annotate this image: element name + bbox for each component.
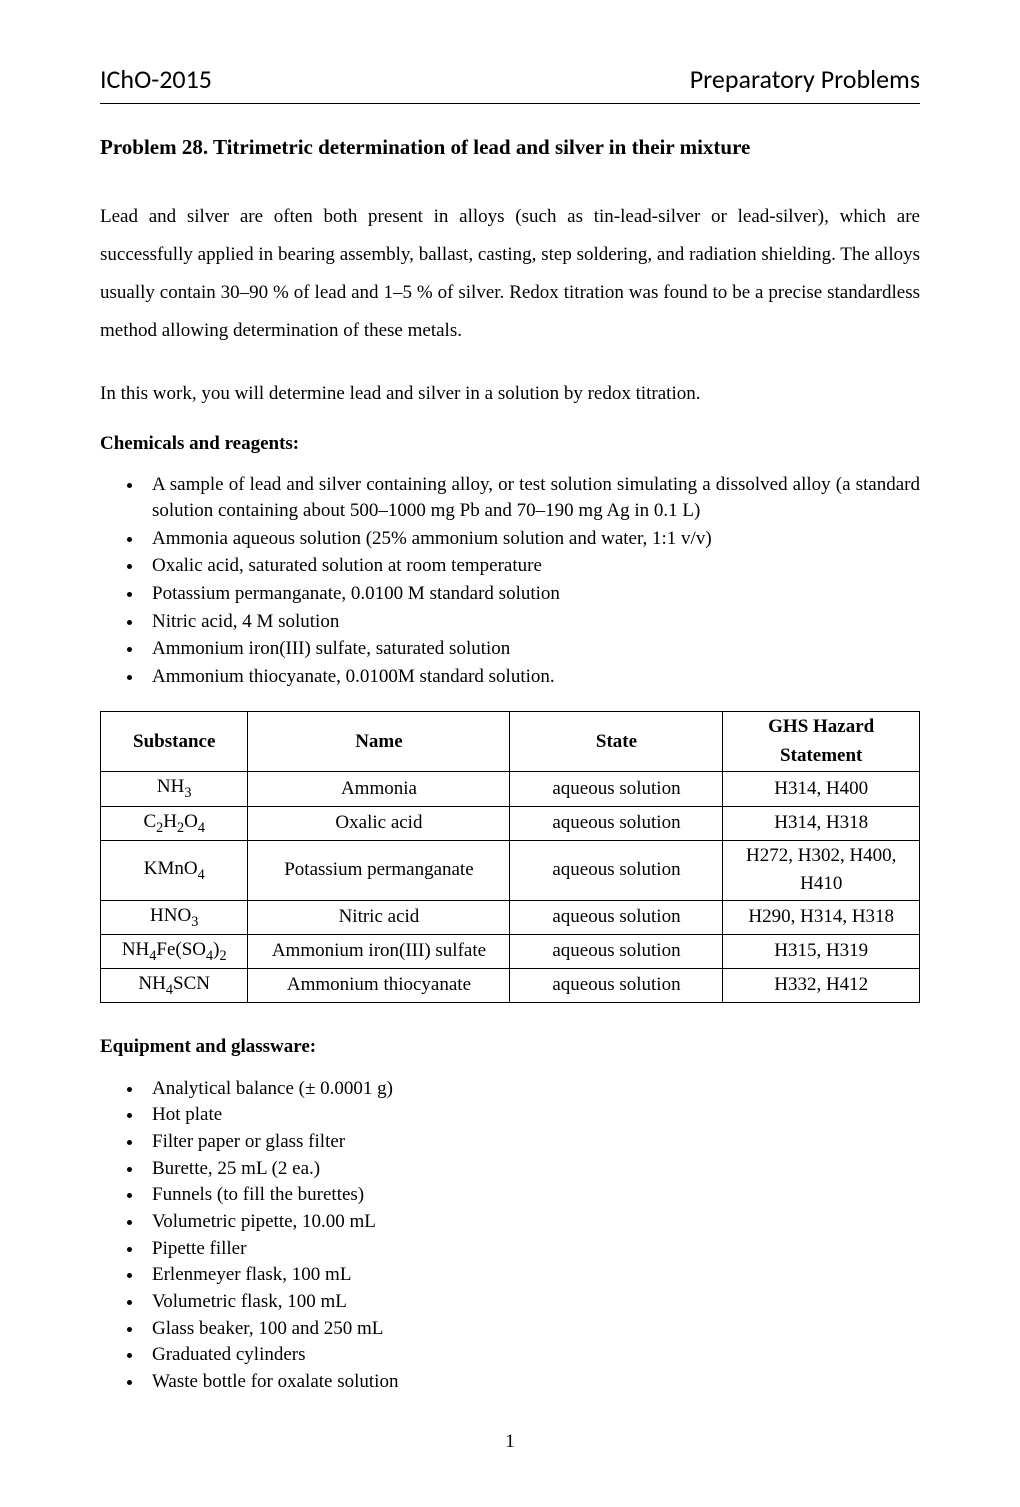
header-right: Preparatory Problems bbox=[690, 60, 920, 99]
list-item: Waste bottle for oxalate solution bbox=[144, 1369, 920, 1395]
table-row: NH3 Ammonia aqueous solution H314, H400 bbox=[101, 772, 920, 806]
list-item: Hot plate bbox=[144, 1102, 920, 1128]
problem-title: Problem 28. Titrimetric determination of… bbox=[100, 132, 920, 164]
list-item: Graduated cylinders bbox=[144, 1342, 920, 1368]
cell-formula: HNO3 bbox=[101, 900, 248, 934]
list-item: Ammonium thiocyanate, 0.0100M standard s… bbox=[144, 664, 920, 690]
hazard-table: Substance Name State GHS Hazard Statemen… bbox=[100, 711, 920, 1003]
header-left: IChO-2015 bbox=[100, 60, 212, 99]
table-header-row: Substance Name State GHS Hazard Statemen… bbox=[101, 712, 920, 772]
list-item: Erlenmeyer flask, 100 mL bbox=[144, 1262, 920, 1288]
header-rule bbox=[100, 103, 920, 104]
cell-state: aqueous solution bbox=[510, 969, 723, 1003]
list-item: Potassium permanganate, 0.0100 M standar… bbox=[144, 581, 920, 607]
col-header-substance: Substance bbox=[101, 712, 248, 772]
cell-name: Oxalic acid bbox=[248, 806, 510, 840]
list-item: Ammonium iron(III) sulfate, saturated so… bbox=[144, 636, 920, 662]
list-item: Nitric acid, 4 M solution bbox=[144, 609, 920, 635]
chemicals-heading: Chemicals and reagents: bbox=[100, 430, 920, 459]
cell-name: Potassium permanganate bbox=[248, 840, 510, 900]
table-row: HNO3 Nitric acid aqueous solution H290, … bbox=[101, 900, 920, 934]
cell-name: Ammonium iron(III) sulfate bbox=[248, 934, 510, 968]
list-item: A sample of lead and silver containing a… bbox=[144, 472, 920, 523]
equipment-list: Analytical balance (± 0.0001 g) Hot plat… bbox=[100, 1076, 920, 1395]
list-item: Funnels (to fill the burettes) bbox=[144, 1182, 920, 1208]
cell-state: aqueous solution bbox=[510, 806, 723, 840]
list-item: Burette, 25 mL (2 ea.) bbox=[144, 1156, 920, 1182]
list-item: Filter paper or glass filter bbox=[144, 1129, 920, 1155]
col-header-hazard: GHS Hazard Statement bbox=[723, 712, 920, 772]
list-item: Pipette filler bbox=[144, 1236, 920, 1262]
cell-state: aqueous solution bbox=[510, 840, 723, 900]
cell-formula: NH3 bbox=[101, 772, 248, 806]
intro-paragraph-1: Lead and silver are often both present i… bbox=[100, 198, 920, 350]
cell-formula: C2H2O4 bbox=[101, 806, 248, 840]
page-header: IChO-2015 Preparatory Problems bbox=[100, 60, 920, 99]
list-item: Analytical balance (± 0.0001 g) bbox=[144, 1076, 920, 1102]
cell-hazard: H314, H400 bbox=[723, 772, 920, 806]
list-item: Oxalic acid, saturated solution at room … bbox=[144, 553, 920, 579]
cell-hazard: H272, H302, H400, H410 bbox=[723, 840, 920, 900]
list-item: Volumetric flask, 100 mL bbox=[144, 1289, 920, 1315]
list-item: Ammonia aqueous solution (25% ammonium s… bbox=[144, 526, 920, 552]
table-row: NH4SCN Ammonium thiocyanate aqueous solu… bbox=[101, 969, 920, 1003]
equipment-heading: Equipment and glassware: bbox=[100, 1033, 920, 1062]
chemicals-list: A sample of lead and silver containing a… bbox=[100, 472, 920, 689]
cell-state: aqueous solution bbox=[510, 934, 723, 968]
cell-formula: NH4Fe(SO4)2 bbox=[101, 934, 248, 968]
cell-state: aqueous solution bbox=[510, 900, 723, 934]
intro-paragraph-2: In this work, you will determine lead an… bbox=[100, 378, 920, 410]
table-row: KMnO4 Potassium permanganate aqueous sol… bbox=[101, 840, 920, 900]
cell-formula: KMnO4 bbox=[101, 840, 248, 900]
cell-name: Nitric acid bbox=[248, 900, 510, 934]
cell-hazard: H314, H318 bbox=[723, 806, 920, 840]
cell-name: Ammonia bbox=[248, 772, 510, 806]
list-item: Volumetric pipette, 10.00 mL bbox=[144, 1209, 920, 1235]
list-item: Glass beaker, 100 and 250 mL bbox=[144, 1316, 920, 1342]
col-header-state: State bbox=[510, 712, 723, 772]
table-row: C2H2O4 Oxalic acid aqueous solution H314… bbox=[101, 806, 920, 840]
table-row: NH4Fe(SO4)2 Ammonium iron(III) sulfate a… bbox=[101, 934, 920, 968]
cell-hazard: H290, H314, H318 bbox=[723, 900, 920, 934]
cell-hazard: H315, H319 bbox=[723, 934, 920, 968]
col-header-name: Name bbox=[248, 712, 510, 772]
cell-name: Ammonium thiocyanate bbox=[248, 969, 510, 1003]
cell-formula: NH4SCN bbox=[101, 969, 248, 1003]
cell-state: aqueous solution bbox=[510, 772, 723, 806]
cell-hazard: H332, H412 bbox=[723, 969, 920, 1003]
